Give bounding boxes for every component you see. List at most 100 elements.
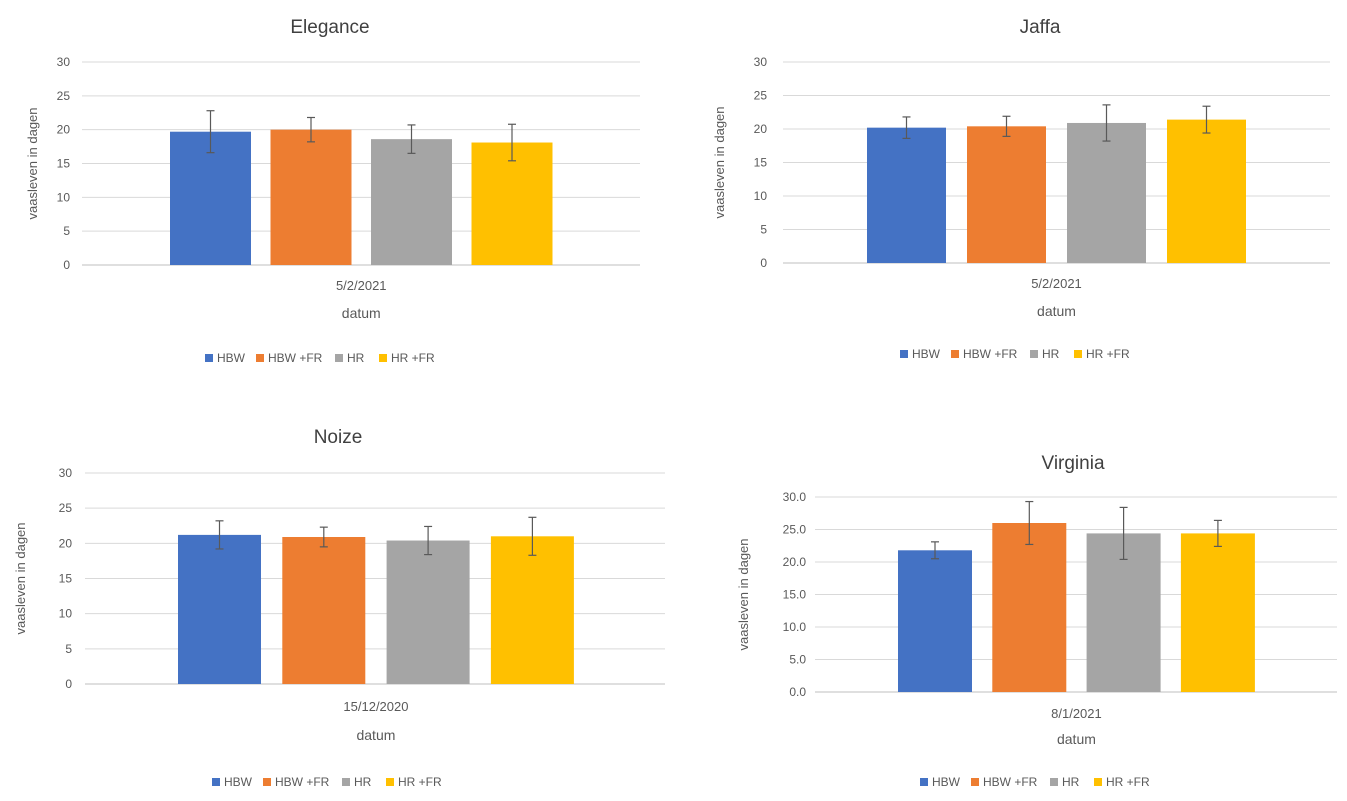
bar-hr bbox=[1067, 122, 1146, 263]
legend: HBW HBW +FR HR HR +FR bbox=[920, 775, 1150, 789]
bar-hr-fr bbox=[490, 536, 574, 684]
y-tick-label: 30 bbox=[754, 55, 768, 69]
y-axis-label: vaasleven in dagen bbox=[25, 107, 40, 219]
y-tick-label: 25 bbox=[59, 501, 73, 515]
y-tick-label: 5.0 bbox=[789, 653, 806, 667]
legend-swatch bbox=[379, 354, 387, 362]
x-axis-label: datum bbox=[356, 727, 395, 743]
bar-hbw bbox=[170, 131, 251, 265]
bar-hbw bbox=[867, 127, 946, 263]
x-category-label: 8/1/2021 bbox=[1051, 706, 1102, 721]
y-tick-label: 5 bbox=[760, 223, 767, 237]
legend-label: HR bbox=[1062, 775, 1080, 789]
chart-virginia: Virginia 0.0 5.0 10.0 15.0 20.0 25.0 30.0 vaasle… bbox=[736, 453, 1337, 789]
legend-swatch bbox=[205, 354, 213, 362]
y-tick-label: 15.0 bbox=[783, 588, 807, 602]
bar-hbw-fr bbox=[992, 523, 1067, 692]
bar-hr bbox=[371, 139, 452, 265]
x-category-label: 5/2/2021 bbox=[336, 278, 387, 293]
legend-label: HBW +FR bbox=[275, 775, 330, 789]
x-axis-label: datum bbox=[1057, 731, 1096, 747]
legend: HBW HBW +FR HR HR +FR bbox=[212, 775, 442, 789]
legend-label: HR bbox=[354, 775, 372, 789]
legend-swatch bbox=[1094, 778, 1102, 786]
y-axis-label: vaasleven in dagen bbox=[736, 538, 751, 650]
chart-jaffa: Jaffa 0 5 10 15 20 25 30 vaasleven in dagen 5/2/2… bbox=[712, 17, 1330, 361]
legend-swatch bbox=[256, 354, 264, 362]
legend: HBW HBW +FR HR HR +FR bbox=[900, 347, 1130, 361]
chart-noize: Noize 0 5 10 15 20 25 30 vaasleven in dagen 15/12… bbox=[13, 427, 665, 789]
chart-title: Elegance bbox=[290, 17, 369, 38]
legend-label: HR +FR bbox=[1106, 775, 1150, 789]
y-tick-label: 30 bbox=[59, 466, 73, 480]
x-axis-label: datum bbox=[342, 305, 381, 321]
legend-label: HBW bbox=[912, 347, 941, 361]
bar-hbw-fr bbox=[282, 537, 366, 684]
legend-swatch bbox=[263, 778, 271, 786]
y-tick-label: 30.0 bbox=[783, 490, 807, 504]
bar-hr-fr bbox=[1180, 533, 1255, 692]
x-category-label: 15/12/2020 bbox=[343, 699, 408, 714]
y-axis-label: vaasleven in dagen bbox=[13, 522, 28, 634]
legend-swatch bbox=[951, 350, 959, 358]
y-tick-label: 25.0 bbox=[783, 523, 807, 537]
y-tick-label: 0.0 bbox=[789, 685, 806, 699]
legend-label: HR bbox=[347, 351, 365, 365]
legend-label: HBW bbox=[217, 351, 246, 365]
y-tick-label: 10 bbox=[57, 190, 71, 204]
y-tick-label: 5 bbox=[65, 642, 72, 656]
legend-label: HR +FR bbox=[398, 775, 442, 789]
legend-swatch bbox=[1050, 778, 1058, 786]
y-tick-label: 15 bbox=[59, 572, 73, 586]
legend-swatch bbox=[1030, 350, 1038, 358]
y-tick-label: 20 bbox=[57, 123, 71, 137]
y-tick-label: 20 bbox=[754, 122, 768, 136]
legend-label: HBW +FR bbox=[268, 351, 323, 365]
chart-elegance: Elegance 0 5 10 15 20 25 30 vaasleven in dagen 5/… bbox=[25, 17, 640, 365]
legend-swatch bbox=[971, 778, 979, 786]
legend-label: HBW bbox=[224, 775, 253, 789]
legend-label: HBW bbox=[932, 775, 961, 789]
bar-hbw-fr bbox=[270, 129, 352, 265]
y-tick-label: 20.0 bbox=[783, 555, 807, 569]
legend-label: HR bbox=[1042, 347, 1060, 361]
y-tick-label: 10 bbox=[754, 189, 768, 203]
bar-hr-fr bbox=[1167, 119, 1246, 264]
bar-hbw-fr bbox=[967, 126, 1046, 263]
y-axis-label: vaasleven in dagen bbox=[712, 106, 727, 218]
legend-swatch bbox=[920, 778, 928, 786]
y-tick-label: 5 bbox=[63, 224, 70, 238]
legend-label: HR +FR bbox=[1086, 347, 1130, 361]
legend-label: HBW +FR bbox=[983, 775, 1038, 789]
y-tick-label: 25 bbox=[754, 89, 768, 103]
y-tick-label: 15 bbox=[754, 156, 768, 170]
y-tick-label: 30 bbox=[57, 55, 71, 69]
y-tick-label: 10 bbox=[59, 607, 73, 621]
chart-title: Jaffa bbox=[1020, 17, 1061, 38]
x-category-label: 5/2/2021 bbox=[1031, 276, 1082, 291]
chart-title: Noize bbox=[314, 427, 363, 448]
legend-swatch bbox=[1074, 350, 1082, 358]
x-axis-label: datum bbox=[1037, 303, 1076, 319]
y-tick-label: 0 bbox=[65, 677, 72, 691]
legend: HBW HBW +FR HR HR +FR bbox=[205, 351, 435, 365]
legend-swatch bbox=[335, 354, 343, 362]
y-tick-label: 15 bbox=[57, 157, 71, 171]
legend-swatch bbox=[212, 778, 220, 786]
y-tick-label: 10.0 bbox=[783, 620, 807, 634]
chart-title: Virginia bbox=[1041, 453, 1104, 474]
legend-swatch bbox=[342, 778, 350, 786]
bar-hbw bbox=[898, 550, 972, 692]
y-tick-label: 25 bbox=[57, 89, 71, 103]
bar-hbw bbox=[178, 534, 261, 684]
y-tick-label: 0 bbox=[760, 256, 767, 270]
legend-swatch bbox=[386, 778, 394, 786]
bar-hr bbox=[386, 540, 470, 684]
y-tick-label: 0 bbox=[63, 258, 70, 272]
legend-swatch bbox=[900, 350, 908, 358]
legend-label: HBW +FR bbox=[963, 347, 1018, 361]
bar-hr-fr bbox=[471, 142, 553, 265]
legend-label: HR +FR bbox=[391, 351, 435, 365]
y-tick-label: 20 bbox=[59, 536, 73, 550]
